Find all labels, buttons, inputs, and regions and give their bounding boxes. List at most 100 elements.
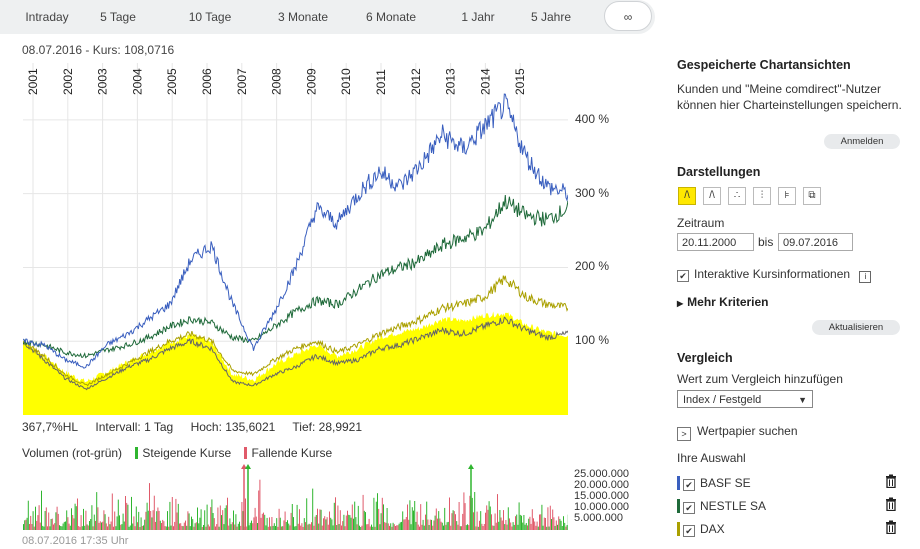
volume-bar [426,501,428,530]
volume-bar [398,523,400,530]
volume-bar [367,524,369,530]
volume-chart[interactable] [23,463,569,530]
volume-bar [441,522,443,530]
auswahl-checkbox[interactable]: ✔ [683,479,695,491]
saved-views-title: Gespeicherte Chartansichten [677,58,851,72]
line-chart-icon[interactable]: /\ [678,187,696,205]
volume-bar [372,526,374,530]
info-icon[interactable]: i [859,271,872,283]
trash-icon[interactable] [884,520,898,536]
volume-bar [456,521,458,530]
candlestick-icon[interactable]: ⧉ [803,187,821,205]
volume-bar [500,517,502,530]
volume-bar [480,511,482,530]
vergleich-select[interactable]: Index / Festgeld ▼ [677,390,813,408]
volume-bar [399,522,401,530]
tab-7[interactable]: ∞ [604,1,652,31]
volume-bar [519,514,521,530]
volume-bar [504,524,506,530]
volume-bar [117,499,119,530]
volume-bar [349,515,351,530]
volume-bar [134,526,136,530]
tab-0[interactable]: Intraday [25,10,69,24]
volume-bar [41,490,42,530]
trash-icon[interactable] [884,497,898,513]
volume-bar [159,520,161,530]
volume-bar [477,526,479,530]
volume-bar [111,493,113,530]
update-button[interactable]: Aktualisieren [812,320,900,335]
volume-bar [138,511,140,530]
volume-bar [530,523,532,530]
volume-bar [49,526,51,530]
price-chart-svg[interactable]: 2001 2002 2003 2004 2005 2006 2007 2008 2009 2010… [23,63,568,415]
volume-bar [176,512,178,530]
volume-bar [554,525,556,530]
y-tick-label: 300 % [575,185,610,200]
chevron-right-icon: > [677,427,691,441]
volume-bar [457,524,459,530]
volume-arrow-icon [241,464,247,469]
tab-3[interactable]: 3 Monate [277,10,329,24]
volume-bar [435,508,437,530]
hlc-icon[interactable]: ⊧ [778,187,796,205]
volume-bar [369,526,371,530]
from-date-input[interactable]: 20.11.2000 [677,233,754,251]
volume-bar [241,502,243,530]
volume-bar [528,518,530,530]
volume-bar [200,509,202,530]
volume-bar [227,497,228,530]
volume-bar [330,517,332,530]
volume-chart-svg[interactable] [23,463,569,530]
volume-bar [207,524,209,530]
tab-4[interactable]: 6 Monate [365,10,417,24]
volume-bar [113,526,114,530]
volume-bar [164,526,166,530]
volume-bar [110,521,112,530]
volume-bar [498,521,500,530]
dotted-line-icon[interactable]: ∴ [728,187,746,205]
steigend-label: Steigende Kurse [142,446,232,460]
volume-bar [403,519,405,530]
price-chart[interactable]: 2001 2002 2003 2004 2005 2006 2007 2008 2009 2010… [23,63,568,415]
volume-bar [271,517,273,530]
volume-bar [324,516,326,530]
x-tick-label: 2007 [235,68,249,95]
tab-6[interactable]: 5 Jahre [530,10,572,24]
timestamp: 08.07.2016 17:35 Uhr [22,535,129,547]
ohlc-icon[interactable]: ⫶ [753,187,771,205]
login-button[interactable]: Anmelden [824,134,900,149]
auswahl-checkbox[interactable]: ✔ [683,502,695,514]
tab-5[interactable]: 1 Jahr [461,10,495,24]
volume-bar [481,523,483,530]
volume-bar [537,526,539,530]
volume-bar [345,515,347,530]
volume-bar [199,517,201,530]
trash-icon[interactable] [884,474,898,490]
green-swatch [135,447,139,459]
volume-bar [536,521,538,530]
volume-bar [269,517,270,530]
volume-bar [108,516,110,530]
tab-1[interactable]: 5 Tage [100,10,136,24]
volume-bar [170,525,172,530]
interactive-checkbox[interactable]: ✔ [677,270,689,282]
auswahl-checkbox[interactable]: ✔ [683,525,695,537]
volume-bar [69,525,71,530]
line-chart-alt-icon[interactable]: /\ [703,187,721,205]
tab-2[interactable]: 10 Tage [188,10,232,24]
wertpapier-search[interactable]: > Wertpapier suchen [677,424,798,441]
volume-bar [57,513,59,530]
volume-bar [361,525,363,530]
volume-bar [543,517,545,530]
volume-bar [188,513,190,530]
more-criteria[interactable]: ▶ Mehr Kriterien [677,295,769,309]
volume-bar [152,510,154,530]
volume-bar [303,518,305,530]
volume-bar [506,524,508,530]
volume-bar [452,510,454,530]
series-line [23,194,568,359]
volume-bar [79,526,81,530]
volume-bar [494,513,496,530]
to-date-input[interactable]: 09.07.2016 [778,233,853,251]
